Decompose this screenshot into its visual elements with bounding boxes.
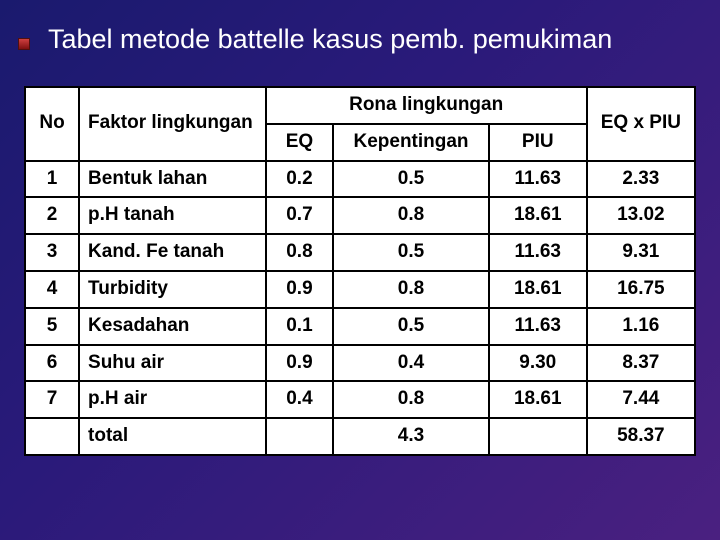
cell-eq: 0.8 [266, 234, 334, 271]
cell-eq: 0.1 [266, 308, 334, 345]
title-bullet [18, 38, 30, 50]
cell-eqxpiu: 8.37 [587, 345, 695, 382]
total-kepentingan: 4.3 [333, 418, 489, 455]
cell-eqxpiu: 1.16 [587, 308, 695, 345]
header-eq: EQ [266, 124, 334, 161]
cell-no: 2 [25, 197, 79, 234]
table-body: 1 Bentuk lahan 0.2 0.5 11.63 2.33 2 p.H … [25, 161, 695, 455]
cell-eqxpiu: 13.02 [587, 197, 695, 234]
cell-eq: 0.9 [266, 345, 334, 382]
cell-kepentingan: 0.4 [333, 345, 489, 382]
cell-faktor: Kesadahan [79, 308, 266, 345]
cell-eq: 0.2 [266, 161, 334, 198]
total-row: total 4.3 58.37 [25, 418, 695, 455]
table-row: 4 Turbidity 0.9 0.8 18.61 16.75 [25, 271, 695, 308]
cell-kepentingan: 0.5 [333, 308, 489, 345]
total-no-empty [25, 418, 79, 455]
cell-faktor: Kand. Fe tanah [79, 234, 266, 271]
header-rona: Rona lingkungan [266, 87, 587, 124]
cell-piu: 11.63 [489, 161, 587, 198]
cell-eqxpiu: 16.75 [587, 271, 695, 308]
slide-title: Tabel metode battelle kasus pemb. pemuki… [48, 24, 612, 55]
cell-no: 5 [25, 308, 79, 345]
table-row: 6 Suhu air 0.9 0.4 9.30 8.37 [25, 345, 695, 382]
cell-eq: 0.9 [266, 271, 334, 308]
cell-piu: 18.61 [489, 271, 587, 308]
cell-no: 4 [25, 271, 79, 308]
cell-eqxpiu: 2.33 [587, 161, 695, 198]
cell-faktor: p.H tanah [79, 197, 266, 234]
cell-faktor: p.H air [79, 381, 266, 418]
cell-no: 1 [25, 161, 79, 198]
cell-kepentingan: 0.5 [333, 161, 489, 198]
cell-faktor: Turbidity [79, 271, 266, 308]
cell-piu: 11.63 [489, 234, 587, 271]
cell-piu: 11.63 [489, 308, 587, 345]
cell-piu: 9.30 [489, 345, 587, 382]
table-row: 1 Bentuk lahan 0.2 0.5 11.63 2.33 [25, 161, 695, 198]
cell-kepentingan: 0.8 [333, 271, 489, 308]
total-eqxpiu: 58.37 [587, 418, 695, 455]
header-eqxpiu: EQ x PIU [587, 87, 695, 161]
cell-piu: 18.61 [489, 197, 587, 234]
table-row: 5 Kesadahan 0.1 0.5 11.63 1.16 [25, 308, 695, 345]
cell-eqxpiu: 9.31 [587, 234, 695, 271]
cell-faktor: Bentuk lahan [79, 161, 266, 198]
total-label: total [79, 418, 266, 455]
total-piu-empty [489, 418, 587, 455]
total-eq-empty [266, 418, 334, 455]
battelle-table-container: No Faktor lingkungan Rona lingkungan EQ … [24, 86, 696, 456]
cell-eqxpiu: 7.44 [587, 381, 695, 418]
header-no: No [25, 87, 79, 161]
header-piu: PIU [489, 124, 587, 161]
cell-kepentingan: 0.8 [333, 197, 489, 234]
cell-eq: 0.4 [266, 381, 334, 418]
table-row: 2 p.H tanah 0.7 0.8 18.61 13.02 [25, 197, 695, 234]
cell-faktor: Suhu air [79, 345, 266, 382]
cell-kepentingan: 0.5 [333, 234, 489, 271]
cell-piu: 18.61 [489, 381, 587, 418]
cell-kepentingan: 0.8 [333, 381, 489, 418]
header-row-1: No Faktor lingkungan Rona lingkungan EQ … [25, 87, 695, 124]
header-kepentingan: Kepentingan [333, 124, 489, 161]
cell-no: 7 [25, 381, 79, 418]
header-faktor: Faktor lingkungan [79, 87, 266, 161]
cell-no: 6 [25, 345, 79, 382]
table-row: 3 Kand. Fe tanah 0.8 0.5 11.63 9.31 [25, 234, 695, 271]
battelle-table: No Faktor lingkungan Rona lingkungan EQ … [24, 86, 696, 456]
cell-no: 3 [25, 234, 79, 271]
cell-eq: 0.7 [266, 197, 334, 234]
table-row: 7 p.H air 0.4 0.8 18.61 7.44 [25, 381, 695, 418]
